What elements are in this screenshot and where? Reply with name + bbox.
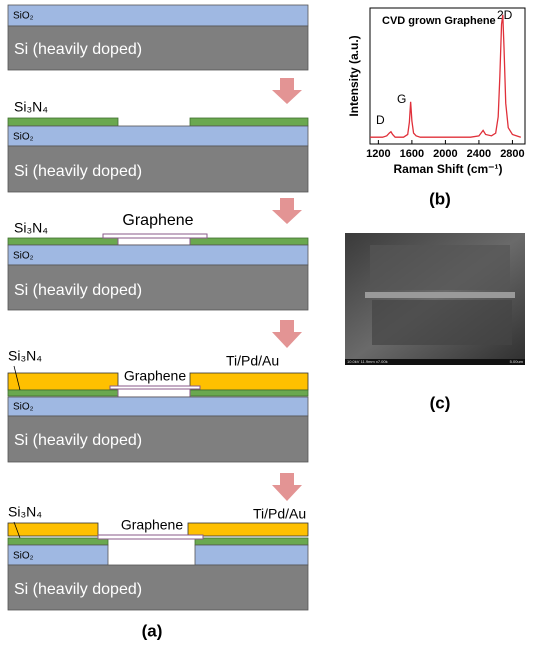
peak-annotation: 2D [497,8,513,22]
x-axis-label: Raman Shift (cm⁻¹) [393,162,502,176]
metal-layer [8,373,118,390]
graphene-label: Graphene [122,212,193,229]
sem-feature [370,245,510,290]
panel-label: (a) [142,621,163,640]
sio2-layer [8,245,308,265]
sio2-label: SiO₂ [13,551,34,562]
graphene-label: Graphene [121,517,183,533]
si3n4-layer [8,238,118,245]
si3n4-layer [8,538,108,545]
step-1: SiO₂ Si (heavily doped) [8,5,308,70]
graphene-layer [110,386,200,389]
x-tick-label: 2800 [500,148,524,160]
sem-image: 10.0kV 11.9mm x7.00k 5.00um [345,233,525,365]
si-label: Si (heavily doped) [14,581,142,598]
sem-info: 10.0kV 11.9mm x7.00k [347,359,388,364]
x-tick-label: 1600 [400,148,424,160]
cavity [118,238,190,245]
si-label: Si (heavily doped) [14,163,142,180]
panel-label: (b) [429,189,451,208]
metal-label: Ti/Pd/Au [253,506,306,522]
arrow [272,78,302,104]
sem-feature [365,292,515,298]
sio2-label: SiO₂ [13,11,34,22]
raman-chart: CVD grown Graphene Intensity (a.u.) Rama… [347,8,525,176]
y-axis-label: Intensity (a.u.) [347,35,361,116]
si-label: Si (heavily doped) [14,432,142,449]
sio2-label: SiO₂ [13,402,34,413]
figure: SiO₂ Si (heavily doped) Si₃N₄ SiO₂ Si (h… [0,0,533,645]
chart-title: CVD grown Graphene [382,15,496,27]
sio2-layer [8,397,308,416]
si3n4-layer [8,390,118,396]
arrow [272,320,302,348]
metal-layer [8,523,98,536]
step-3: Si₃N₄ Graphene SiO₂ Si (heavily doped) [8,212,308,310]
si3n4-layer [195,538,308,545]
si3n4-label: Si₃N₄ [14,99,48,115]
sem-scale: 5.00um [510,359,524,364]
si-label: Si (heavily doped) [14,41,142,58]
si3n4-layer [190,238,308,245]
x-tick-label: 2400 [467,148,491,160]
step-2: Si₃N₄ SiO₂ Si (heavily doped) [8,99,308,192]
spectrum-line [370,15,521,137]
sio2-layer [8,126,308,146]
sio2-label: SiO₂ [13,132,34,143]
peak-annotation: G [397,92,406,106]
sio2-label: SiO₂ [13,251,34,262]
x-tick-label: 2000 [433,148,457,160]
metal-layer [190,373,308,390]
si3n4-layer [190,390,308,396]
sio2-layer [8,5,308,26]
si3n4-label: Si₃N₄ [8,504,42,520]
si3n4-layer [190,118,308,126]
arrow [272,473,302,501]
graphene-label: Graphene [124,368,186,384]
si3n4-label: Si₃N₄ [8,348,42,364]
metal-label: Ti/Pd/Au [226,353,279,369]
si-label: Si (heavily doped) [14,282,142,299]
sem-feature [372,300,512,345]
si3n4-layer [8,118,118,126]
arrow [272,198,302,224]
graphene-layer [103,234,207,238]
step-4: Si₃N₄ Graphene Ti/Pd/Au SiO₂ Si (heavily… [8,348,308,462]
panel-label: (c) [430,393,451,412]
si3n4-label: Si₃N₄ [14,220,48,236]
metal-layer [188,523,308,536]
step-5: Si₃N₄ Graphene Ti/Pd/Au SiO₂ Si (heavily… [8,504,308,610]
x-tick-label: 1200 [366,148,390,160]
cavity [118,389,190,397]
graphene-layer [98,535,203,539]
peak-annotation: D [376,113,385,127]
sio2-layer [195,545,308,565]
